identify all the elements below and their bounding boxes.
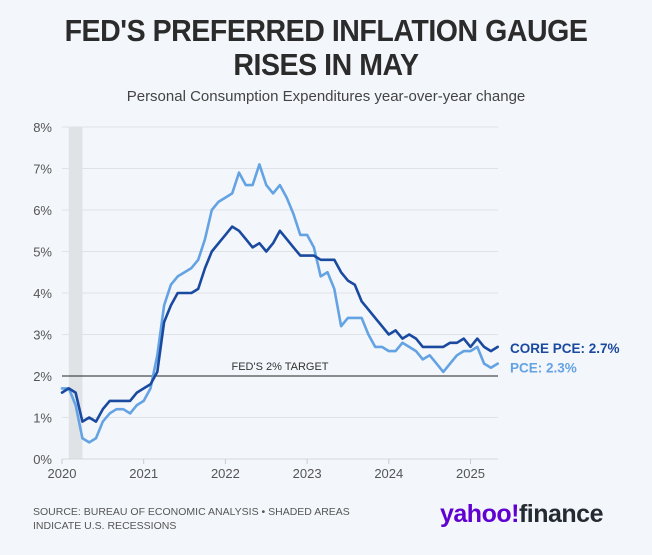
pce-end-label: PCE: 2.3% [510,361,577,376]
title-line-1: FED'S PREFERRED INFLATION GAUGE [64,13,588,48]
title-line-2: RISES IN MAY [233,47,419,82]
y-tick-label: 4% [33,286,52,301]
chart-subtitle: Personal Consumption Expenditures year-o… [126,88,526,105]
y-tick-label: 0% [33,452,52,467]
x-tick-label: 2023 [293,466,322,481]
x-tick-label: 2022 [211,466,240,481]
y-tick-label: 7% [33,162,52,177]
yahoo-finance-logo: yahoo!finance [440,500,603,529]
logo-yahoo: yahoo [440,500,512,528]
target-layer: FED'S 2% TARGET [62,361,498,377]
x-tick-label: 2025 [456,466,485,481]
core-pce-end-label: CORE PCE: 2.7% [510,341,620,356]
x-axis: 2020 2021 2022 2023 2024 2025 [48,458,498,481]
grid-layer [62,126,498,460]
source-note: SOURCE: BUREAU OF ECONOMIC ANALYSIS • SH… [33,505,373,533]
y-tick-label: 6% [33,203,52,218]
end-labels: CORE PCE: 2.7% PCE: 2.3% [510,341,620,376]
y-tick-label: 5% [33,245,52,260]
chart-title: FED'S PREFERRED INFLATION GAUGE RISES IN… [26,14,626,82]
source-line-1: SOURCE: BUREAU OF ECONOMIC ANALYSIS • SH… [33,506,350,518]
source-line-2: INDICATE U.S. RECESSIONS [33,520,177,532]
y-tick-label: 8% [33,120,52,135]
x-tick-label: 2021 [129,466,158,481]
x-tick-label: 2024 [374,466,403,481]
x-tick-label: 2020 [48,466,77,481]
y-tick-label: 3% [33,328,52,343]
y-tick-label: 2% [33,369,52,384]
series-layer [60,163,499,444]
target-label: FED'S 2% TARGET [231,361,328,373]
logo-bang: ! [511,500,519,528]
logo-finance: finance [518,500,604,528]
pce-line [60,163,499,444]
line-chart: FED'S 2% TARGET 0%1%2%3%4%5%6%7%8% 2020 2… [33,120,620,481]
y-axis: 0% 1% 2% 3% 4% 5% 6% 7% 8% [33,120,52,467]
core-pce-line [60,225,499,423]
y-tick-label: 1% [33,411,52,426]
